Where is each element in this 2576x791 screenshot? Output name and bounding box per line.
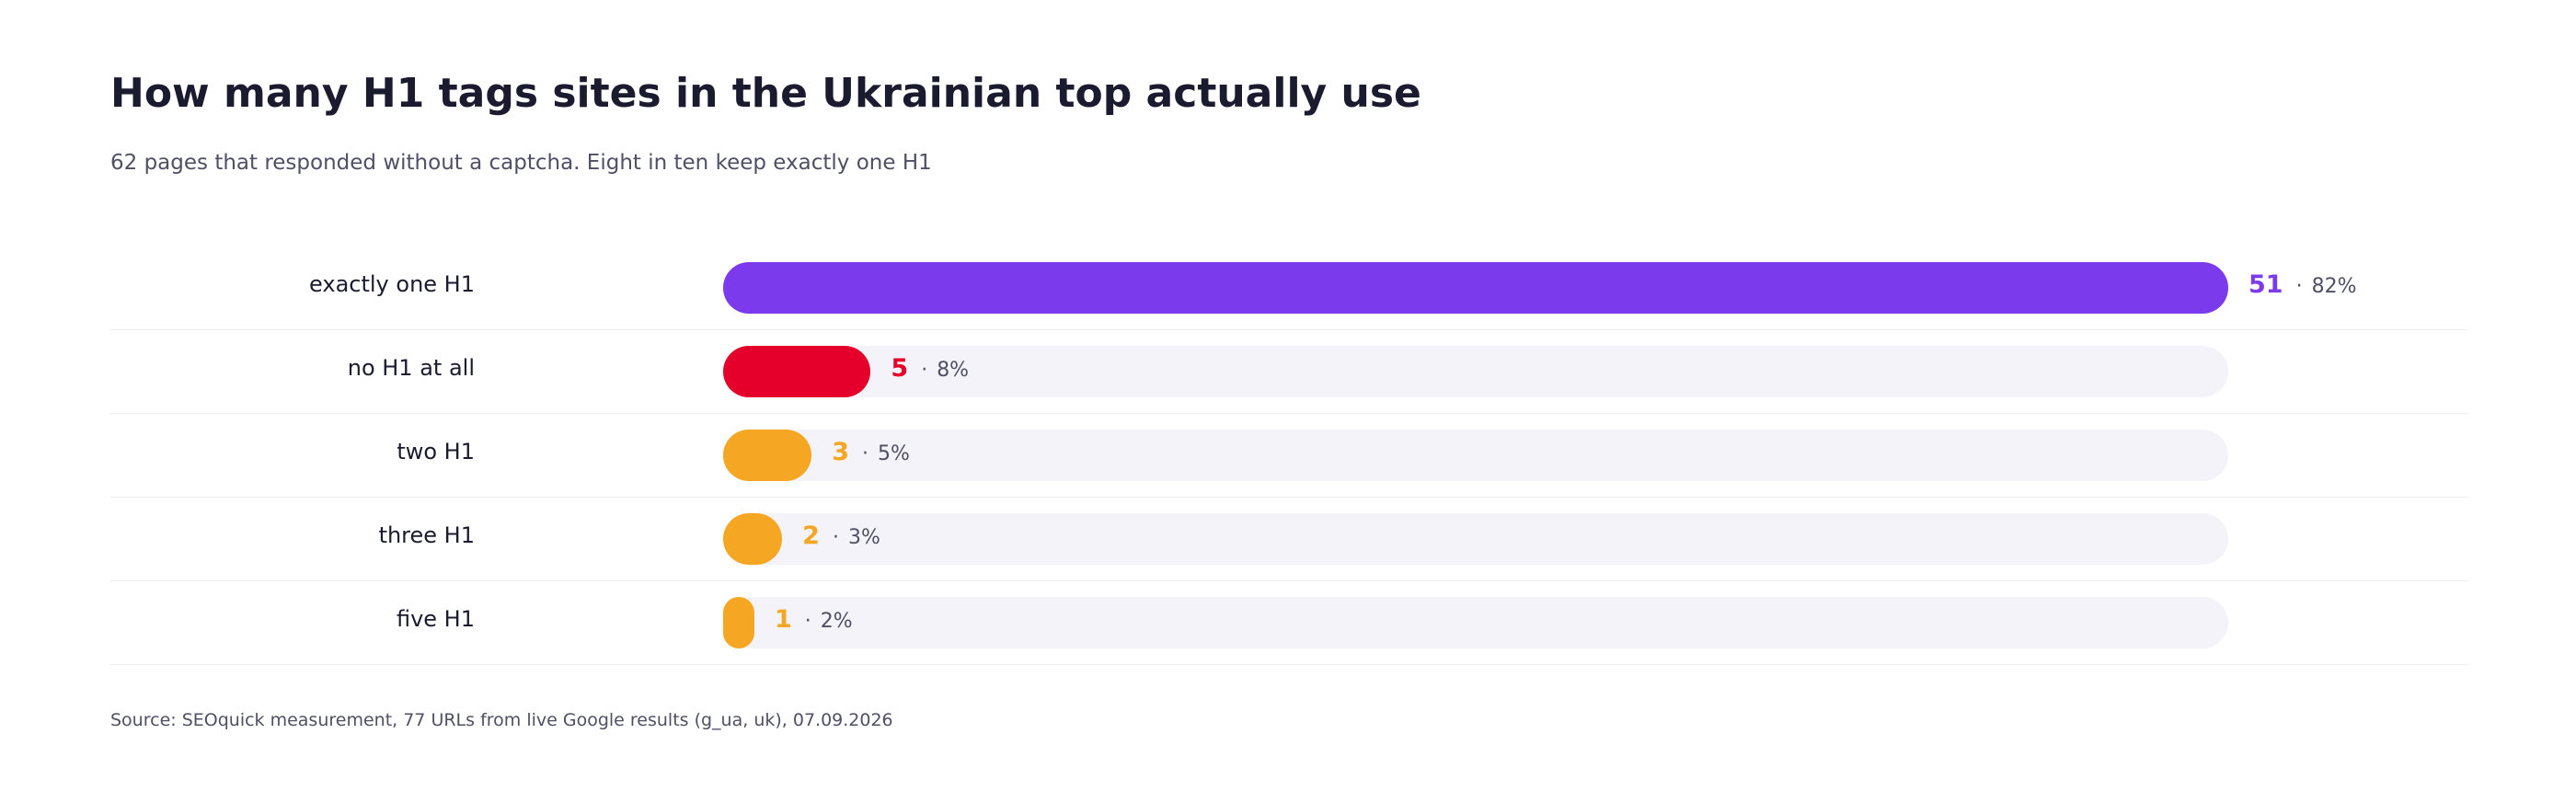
value-count: 51 <box>2248 270 2283 299</box>
value-separator: · <box>2295 275 2303 298</box>
bar-row: exactly one H1 51 · 82% <box>110 246 2467 330</box>
bar-rows: exactly one H1 51 · 82% no H1 at all 5 · 8% two … <box>110 246 2467 665</box>
bar-value-label: 2 · 3% <box>802 522 880 550</box>
value-count: 1 <box>775 605 792 634</box>
category-label: two H1 <box>397 439 475 464</box>
bar-value-label: 1 · 2% <box>775 605 853 634</box>
value-separator: · <box>862 442 869 465</box>
bar-track <box>723 430 2228 481</box>
value-percent: 3% <box>847 526 880 549</box>
bar <box>723 430 812 481</box>
bar-row: three H1 2 · 3% <box>110 498 2467 581</box>
chart-subtitle: 62 pages that responded without a captch… <box>110 151 932 175</box>
bar <box>723 513 783 565</box>
value-count: 3 <box>832 438 850 466</box>
value-percent: 5% <box>878 442 910 465</box>
category-label: three H1 <box>378 522 475 548</box>
chart-panel: How many H1 tags sites in the Ukrainian … <box>110 0 2467 791</box>
bar-track <box>723 597 2228 648</box>
value-separator: · <box>921 359 928 382</box>
value-percent: 82% <box>2311 275 2357 298</box>
chart-title: How many H1 tags sites in the Ukrainian … <box>110 70 1421 117</box>
value-count: 5 <box>891 354 909 383</box>
category-label: no H1 at all <box>347 355 475 381</box>
bar-track <box>723 513 2228 565</box>
category-label: exactly one H1 <box>309 271 475 297</box>
category-label: five H1 <box>396 606 475 632</box>
bar-row: five H1 1 · 2% <box>110 581 2467 665</box>
value-percent: 8% <box>937 359 970 382</box>
source-note: Source: SEOquick measurement, 77 URLs fr… <box>110 710 893 730</box>
value-separator: · <box>804 610 811 633</box>
bar-row: two H1 3 · 5% <box>110 414 2467 498</box>
bar <box>723 597 754 648</box>
value-percent: 2% <box>820 610 853 633</box>
bar-row: no H1 at all 5 · 8% <box>110 330 2467 414</box>
bar-value-label: 51 · 82% <box>2248 270 2356 299</box>
bar <box>723 346 871 397</box>
bar-track <box>723 346 2228 397</box>
bar-value-label: 3 · 5% <box>832 438 910 466</box>
value-count: 2 <box>802 522 820 550</box>
bar-value-label: 5 · 8% <box>891 354 969 383</box>
value-separator: · <box>832 526 839 549</box>
bar <box>723 262 2228 314</box>
